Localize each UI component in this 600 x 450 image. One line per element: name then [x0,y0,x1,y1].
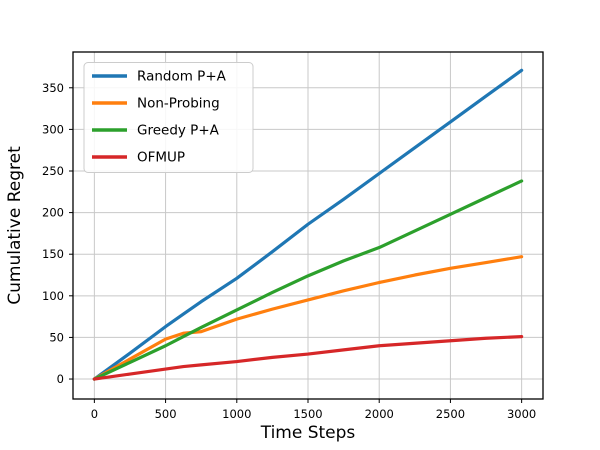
y-tick-label: 150 [42,247,64,261]
y-tick-label: 250 [42,164,64,178]
x-tick-label: 1000 [222,407,251,421]
legend-label-ofmup: OFMUP [137,150,185,166]
x-tick-label: 2000 [365,407,394,421]
x-tick-label: 2500 [436,407,465,421]
legend-label-greedy-p-a: Greedy P+A [137,123,220,139]
y-tick-label: 0 [57,372,64,386]
y-tick-label: 100 [42,289,64,303]
y-tick-label: 200 [42,206,64,220]
x-tick-label: 0 [91,407,98,421]
series-line-non-probing [92,255,524,381]
series-line-random-p-a [92,68,524,381]
series-line-ofmup [92,334,524,381]
y-tick-label: 300 [42,122,64,136]
series-line-greedy-p-a [92,179,524,381]
x-tick-label: 500 [155,407,177,421]
x-tick-label: 3000 [507,407,536,421]
x-axis-label: Time Steps [260,423,356,443]
y-tick-label: 50 [49,330,64,344]
legend-box [83,62,254,173]
y-axis-label: Cumulative Regret [5,146,25,305]
legend-label-non-probing: Non-Probing [137,96,220,112]
x-tick-label: 1500 [293,407,322,421]
y-tick-label: 350 [42,81,64,95]
legend-label-random-p-a: Random P+A [137,69,227,85]
